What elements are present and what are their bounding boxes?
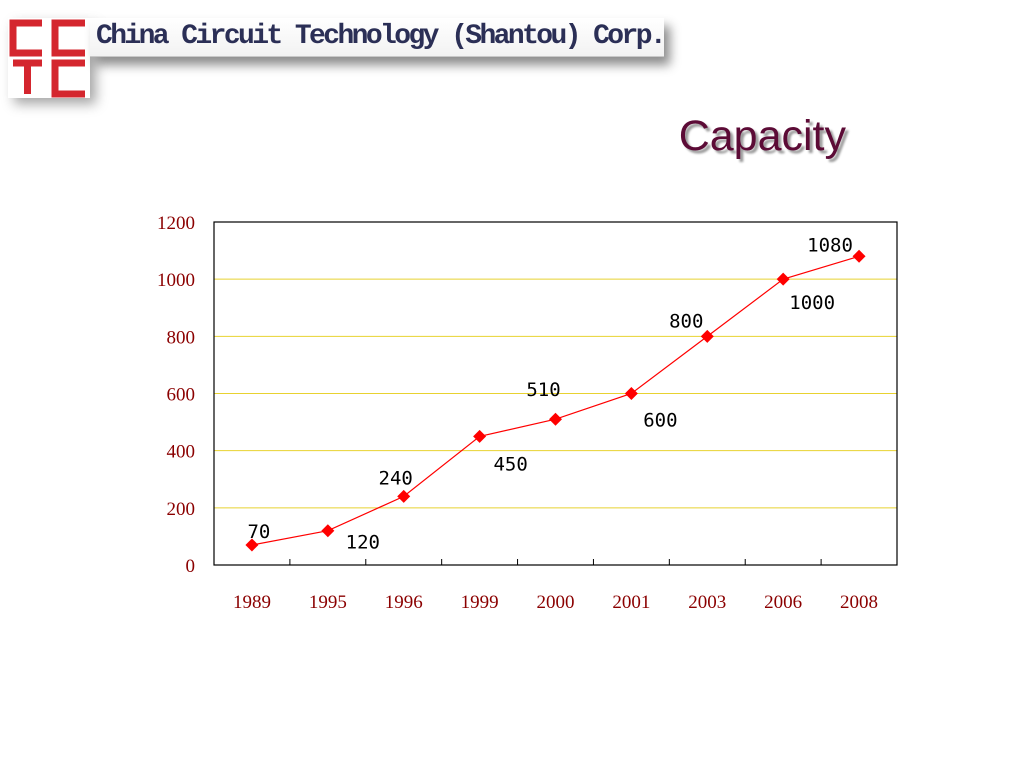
data-label: 600 <box>643 410 677 432</box>
data-label: 240 <box>379 467 413 489</box>
data-labels: 70 120 240 450 510 600 800 1000 1080 <box>247 234 852 553</box>
y-tick-label: 400 <box>167 442 196 463</box>
x-tick-label: 1995 <box>309 592 347 613</box>
x-tick-label: 1989 <box>233 592 271 613</box>
plot-frame <box>213 221 898 566</box>
logo-letter-c-2 <box>51 19 85 57</box>
y-tick-label: 600 <box>167 385 196 406</box>
y-tick-label: 1000 <box>157 270 195 291</box>
logo-letter-c-3 <box>51 59 85 98</box>
y-tick-label: 0 <box>186 556 196 577</box>
data-label: 510 <box>526 379 560 401</box>
company-logo <box>8 18 90 98</box>
data-label: 800 <box>669 310 703 332</box>
data-point <box>245 538 259 552</box>
data-point <box>852 249 866 263</box>
data-point <box>473 429 487 443</box>
logo-letter-t <box>13 59 42 94</box>
data-point <box>397 489 411 503</box>
x-tick-label: 1996 <box>385 592 423 613</box>
axes <box>213 221 898 566</box>
x-tick-label: 2003 <box>688 592 726 613</box>
data-label: 70 <box>247 521 270 543</box>
logo-letter-c-1 <box>9 19 42 57</box>
y-tick-label: 800 <box>167 327 196 348</box>
data-label: 1080 <box>807 234 853 256</box>
x-tick-label: 1999 <box>461 592 499 613</box>
data-label: 120 <box>346 532 380 554</box>
data-label: 1000 <box>789 292 835 314</box>
data-point <box>321 524 335 538</box>
data-label: 450 <box>493 453 527 475</box>
slide-title: Capacity <box>678 112 846 160</box>
x-tick-label: 2006 <box>764 592 802 613</box>
x-tick-label: 2008 <box>840 592 878 613</box>
x-tick-label: 2001 <box>612 592 650 613</box>
y-tick-label: 1200 <box>157 213 195 234</box>
company-banner: China Circuit Technology (Shantou) Corp. <box>90 18 667 57</box>
company-name: China Circuit Technology (Shantou) Corp. <box>96 21 667 52</box>
data-point <box>624 387 638 400</box>
data-points <box>245 249 866 552</box>
data-point <box>700 329 714 343</box>
data-point <box>776 272 790 286</box>
data-point <box>549 412 562 426</box>
y-tick-label: 200 <box>167 499 196 520</box>
x-tick-label: 2000 <box>537 592 575 613</box>
gridlines <box>214 278 897 509</box>
tick-labels: 0 200 400 600 800 1000 1200 1989 1995 1996 1999 200… <box>157 213 878 613</box>
